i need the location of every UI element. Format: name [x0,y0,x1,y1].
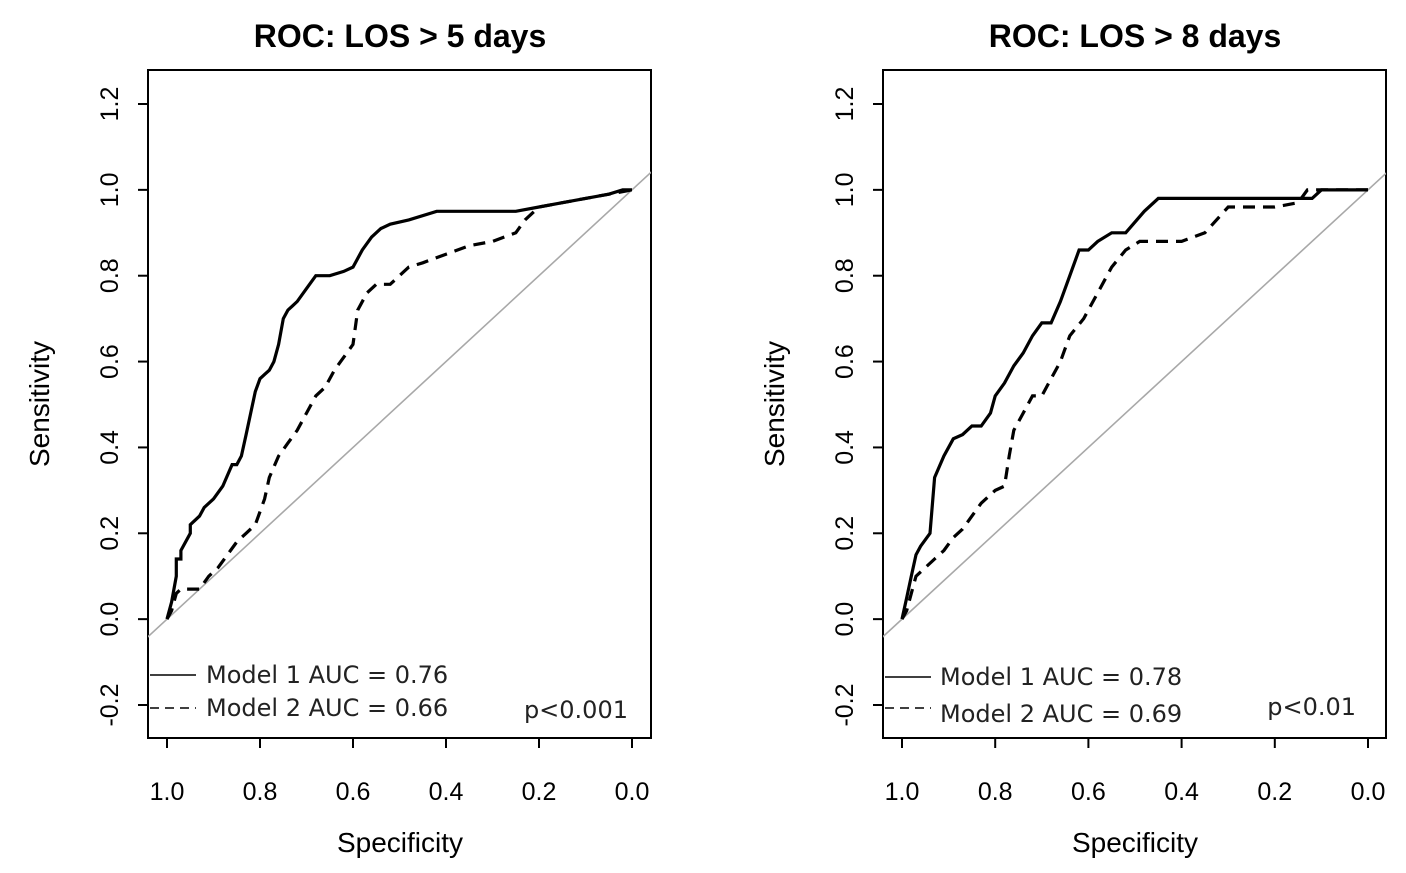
y-tick-label: 1.0 [831,172,859,207]
y-tick-label: -0.2 [96,683,124,726]
x-tick-label: 1.0 [885,778,920,806]
x-tick-label: 0.0 [615,778,650,806]
x-tick-label: 0.2 [522,778,557,806]
legend-model-2: Model 2 AUC = 0.69 [940,700,1182,728]
legend: Model 1 AUC = 0.78 Model 2 AUC = 0.69 [885,663,1182,728]
y-tick-label: 0.4 [96,430,124,465]
legend-model-1: Model 1 AUC = 0.76 [206,661,448,689]
y-tick-label: 0.8 [96,258,124,293]
chart-title: ROC: LOS > 5 days [254,18,547,54]
y-tick-label: 0.0 [831,602,859,637]
roc-chart-los-5-days: ROC: LOS > 5 days Specificity Sensitivit… [24,18,652,858]
x-tick-label: 0.4 [429,778,464,806]
plot-frame [882,69,1387,739]
y-tick-label: 0.2 [831,516,859,551]
reference-diagonal [883,172,1386,638]
x-tick-label: 0.8 [978,778,1013,806]
x-axis-label: Specificity [1072,827,1198,858]
chart-title: ROC: LOS > 8 days [989,18,1282,54]
y-tick-label: 0.2 [96,516,124,551]
roc-chart-los-8-days: ROC: LOS > 8 days Specificity Sensitivit… [759,18,1387,858]
x-tick-label: 0.2 [1257,778,1292,806]
y-axis-ticks: -0.2 0.0 0.2 0.4 0.6 0.8 1.0 1.2 [96,87,148,727]
reference-diagonal [148,171,651,638]
y-tick-label: 1.2 [831,87,859,122]
p-value-annotation: p<0.001 [524,696,628,724]
p-value-annotation: p<0.01 [1267,693,1356,721]
y-tick-label: 1.0 [96,172,124,207]
y-axis-label: Sensitivity [24,341,55,467]
y-tick-label: 0.8 [831,258,859,293]
legend-model-1: Model 1 AUC = 0.78 [940,663,1182,691]
legend-model-2: Model 2 AUC = 0.66 [206,694,448,722]
y-tick-label: 1.2 [96,87,124,122]
x-tick-label: 0.6 [336,778,371,806]
x-axis-label: Specificity [337,827,463,858]
y-tick-label: -0.2 [831,683,859,726]
x-tick-label: 1.0 [150,778,185,806]
y-tick-label: 0.6 [96,344,124,379]
legend: Model 1 AUC = 0.76 Model 2 AUC = 0.66 [150,661,448,722]
model-1-roc-curve [165,188,632,620]
x-tick-label: 0.8 [243,778,278,806]
y-axis-label: Sensitivity [759,341,790,467]
x-tick-label: 0.0 [1351,778,1386,806]
x-tick-label: 0.4 [1164,778,1199,806]
y-axis-ticks: -0.2 0.0 0.2 0.4 0.6 0.8 1.0 1.2 [831,87,883,727]
model-2-roc-curve [900,188,1368,620]
x-axis-ticks: 1.0 0.8 0.6 0.4 0.2 0.0 [885,738,1386,806]
plot-frame [147,69,652,739]
x-axis-ticks: 1.0 0.8 0.6 0.4 0.2 0.0 [150,738,650,806]
model-1-roc-curve [900,188,1368,620]
model-2-roc-curve [165,188,633,620]
y-tick-label: 0.0 [96,602,124,637]
y-tick-label: 0.4 [831,430,859,465]
y-tick-label: 0.6 [831,344,859,379]
x-tick-label: 0.6 [1071,778,1106,806]
